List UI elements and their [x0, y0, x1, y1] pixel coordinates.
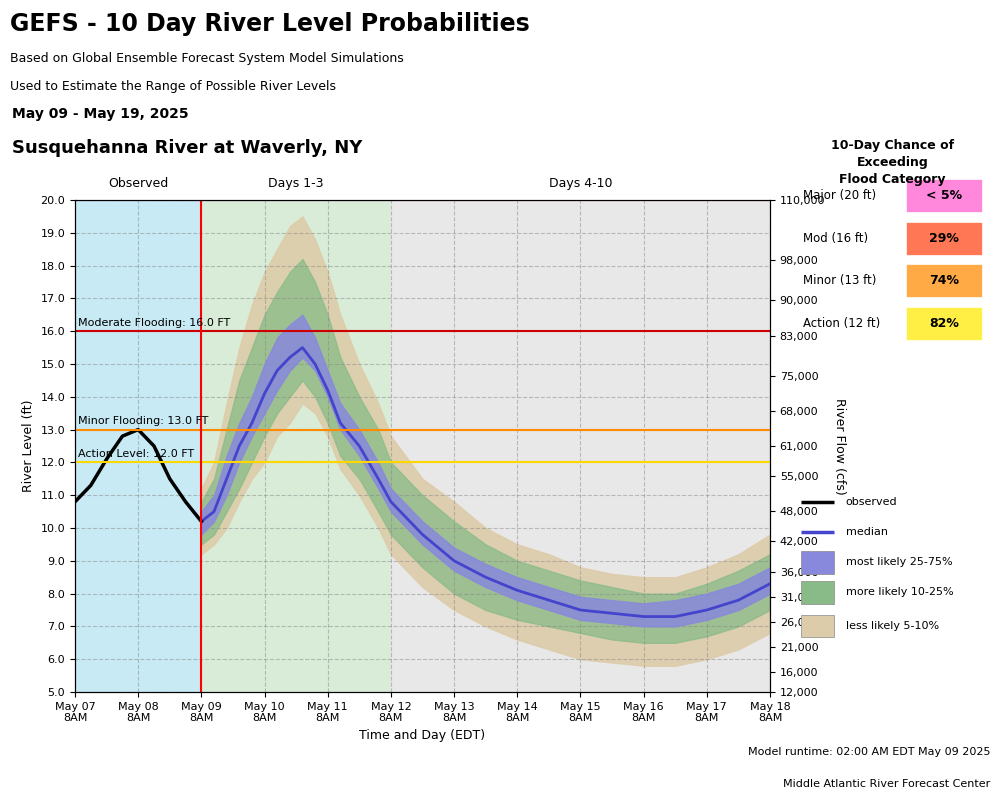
- Text: Minor (13 ft): Minor (13 ft): [803, 274, 876, 287]
- FancyBboxPatch shape: [801, 581, 834, 603]
- Text: Action (12 ft): Action (12 ft): [803, 317, 880, 330]
- Y-axis label: River Level (ft): River Level (ft): [22, 400, 35, 492]
- Text: Middle Atlantic River Forecast Center: Middle Atlantic River Forecast Center: [783, 779, 990, 789]
- Bar: [201, 200, 391, 692]
- Y-axis label: River Flow (cfs): River Flow (cfs): [833, 398, 846, 494]
- Bar: [391, 200, 770, 692]
- FancyBboxPatch shape: [906, 222, 982, 254]
- Text: 29%: 29%: [929, 232, 959, 245]
- Text: 82%: 82%: [929, 317, 959, 330]
- Text: Minor Flooding: 13.0 FT: Minor Flooding: 13.0 FT: [78, 416, 209, 426]
- Text: most likely 25-75%: most likely 25-75%: [846, 558, 952, 567]
- Text: Susquehanna River at Waverly, NY: Susquehanna River at Waverly, NY: [12, 139, 362, 158]
- Text: Days 4-10: Days 4-10: [549, 177, 612, 190]
- Text: May 09 - May 19, 2025: May 09 - May 19, 2025: [12, 106, 189, 121]
- FancyBboxPatch shape: [906, 306, 982, 340]
- Text: 74%: 74%: [929, 274, 959, 287]
- Text: Mod (16 ft): Mod (16 ft): [803, 232, 868, 245]
- Text: Major (20 ft): Major (20 ft): [803, 190, 876, 202]
- Text: observed: observed: [846, 497, 897, 507]
- FancyBboxPatch shape: [801, 615, 834, 638]
- Text: more likely 10-25%: more likely 10-25%: [846, 587, 953, 598]
- Text: median: median: [846, 527, 888, 537]
- FancyBboxPatch shape: [906, 179, 982, 212]
- FancyBboxPatch shape: [801, 551, 834, 574]
- Text: Observed: Observed: [108, 177, 168, 190]
- Text: Used to Estimate the Range of Possible River Levels: Used to Estimate the Range of Possible R…: [10, 80, 336, 93]
- Text: Model runtime: 02:00 AM EDT May 09 2025: Model runtime: 02:00 AM EDT May 09 2025: [748, 747, 990, 757]
- FancyBboxPatch shape: [906, 264, 982, 297]
- Text: Based on Global Ensemble Forecast System Model Simulations: Based on Global Ensemble Forecast System…: [10, 52, 404, 65]
- Text: GEFS - 10 Day River Level Probabilities: GEFS - 10 Day River Level Probabilities: [10, 12, 530, 36]
- Text: 10-Day Chance of
Exceeding
Flood Category: 10-Day Chance of Exceeding Flood Categor…: [831, 139, 954, 186]
- Text: Action Level: 12.0 FT: Action Level: 12.0 FT: [78, 449, 194, 459]
- Text: Moderate Flooding: 16.0 FT: Moderate Flooding: 16.0 FT: [78, 318, 230, 328]
- X-axis label: Time and Day (EDT): Time and Day (EDT): [359, 729, 486, 742]
- Text: less likely 5-10%: less likely 5-10%: [846, 621, 939, 631]
- Bar: [75, 200, 201, 692]
- Text: Days 1-3: Days 1-3: [268, 177, 324, 190]
- Text: < 5%: < 5%: [926, 190, 962, 202]
